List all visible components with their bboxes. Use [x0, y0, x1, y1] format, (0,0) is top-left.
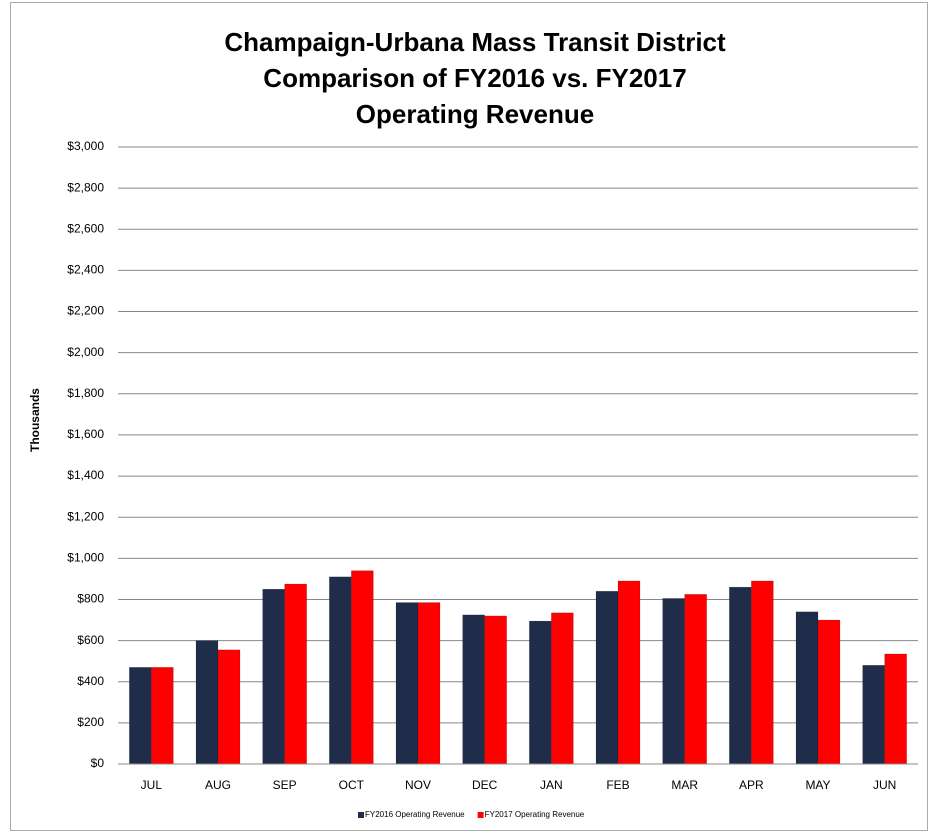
y-tick-label: $1,600 [67, 427, 104, 441]
bar [795, 611, 819, 765]
y-tick-label: $2,600 [67, 221, 104, 235]
bar [129, 667, 152, 765]
chart-title: Operating Revenue [356, 99, 594, 129]
legend-label: FY2017 Operating Revenue [485, 810, 585, 819]
x-tick-label: DEC [472, 778, 498, 792]
bar [595, 590, 619, 765]
bar [817, 619, 841, 765]
x-tick-label: SEP [273, 778, 297, 792]
x-tick-label: APR [739, 778, 764, 792]
x-tick-label: MAY [805, 778, 830, 792]
bar [151, 667, 174, 765]
y-tick-label: $2,800 [67, 180, 104, 194]
x-tick-label: MAR [671, 778, 698, 792]
x-tick-label: FEB [606, 778, 629, 792]
y-tick-label: $1,400 [67, 468, 104, 482]
bar [484, 615, 507, 765]
y-tick-label: $1,000 [67, 551, 104, 565]
bar [262, 588, 285, 765]
y-axis-label: Thousands [28, 388, 42, 452]
bar [662, 598, 685, 765]
chart-title: Comparison of FY2016 vs. FY2017 [263, 63, 686, 93]
bar [217, 649, 241, 765]
x-tick-label: NOV [405, 778, 431, 792]
bar [284, 583, 307, 765]
x-tick-label: AUG [205, 778, 231, 792]
y-tick-label: $3,000 [67, 139, 104, 153]
y-tick-label: $600 [77, 633, 104, 647]
bar [684, 594, 707, 765]
y-tick-label: $200 [77, 715, 104, 729]
y-tick-label: $800 [77, 592, 104, 606]
y-tick-label: $2,000 [67, 345, 104, 359]
x-tick-label: JUL [141, 778, 163, 792]
bar [729, 586, 752, 765]
y-tick-label: $2,400 [67, 263, 104, 277]
bar [195, 640, 219, 765]
x-tick-label: JAN [540, 778, 563, 792]
bar [884, 653, 907, 765]
bar [351, 570, 374, 765]
y-tick-label: $1,800 [67, 386, 104, 400]
bar [551, 612, 574, 765]
bar [462, 614, 485, 765]
legend-swatch [358, 812, 364, 818]
y-tick-label: $0 [91, 756, 105, 770]
bar [751, 580, 774, 765]
y-tick-label: $2,200 [67, 304, 104, 318]
bar [329, 576, 352, 765]
bar [617, 580, 641, 765]
x-tick-label: OCT [339, 778, 365, 792]
x-tick-label: JUN [873, 778, 896, 792]
chart-title: Champaign-Urbana Mass Transit District [224, 27, 726, 57]
bar [417, 602, 441, 765]
legend-label: FY2016 Operating Revenue [365, 810, 465, 819]
bar [862, 665, 885, 765]
y-tick-label: $1,200 [67, 509, 104, 523]
legend-swatch [477, 812, 484, 818]
bar [395, 602, 419, 765]
bar [529, 620, 552, 765]
y-tick-label: $400 [77, 674, 104, 688]
